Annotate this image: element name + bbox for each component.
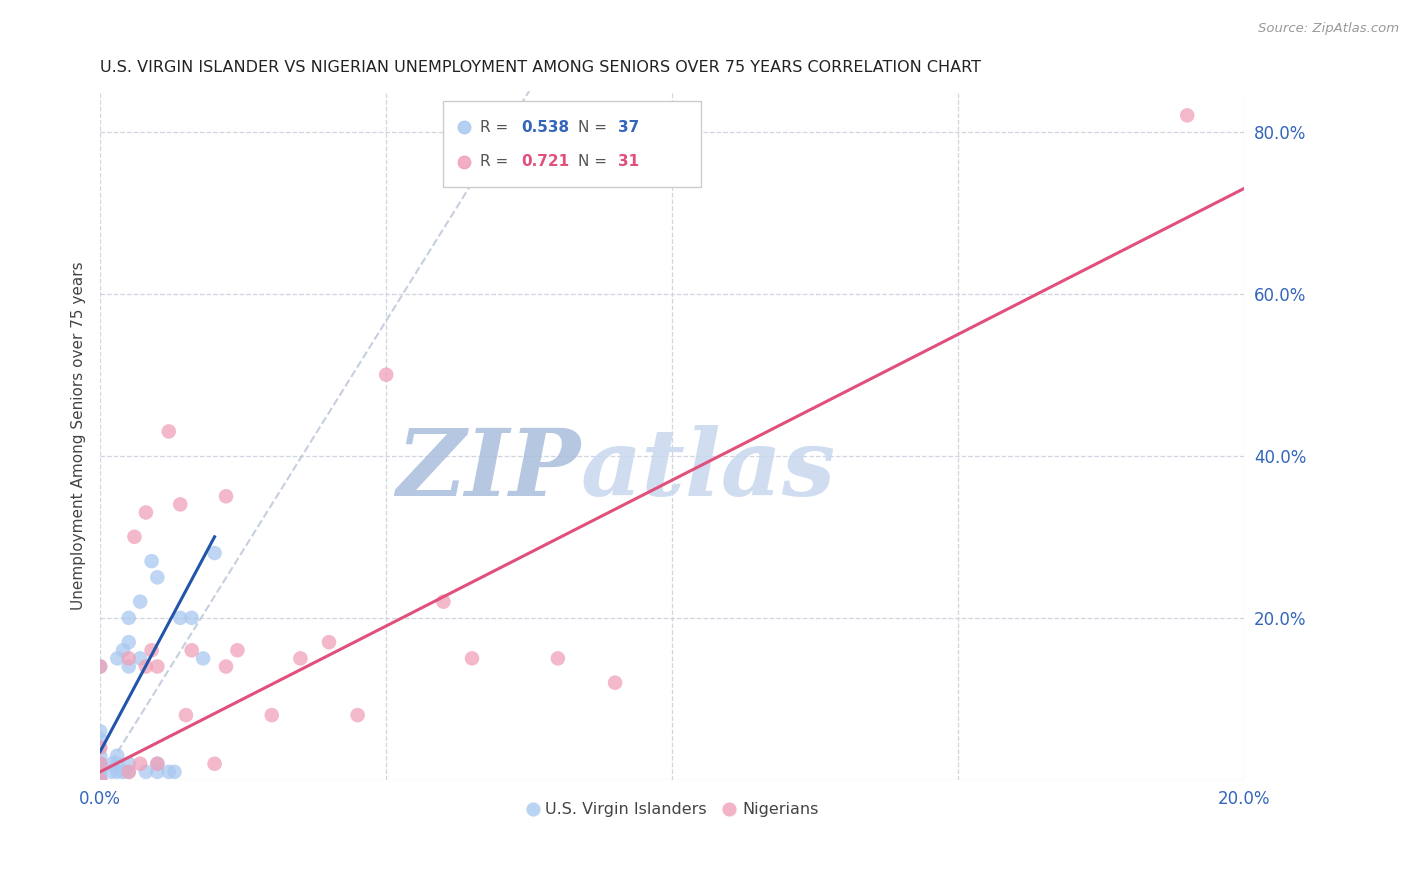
Point [89,764,111,779]
Point [100,756,122,771]
Point [141,554,163,568]
Point [89,659,111,673]
Point [89,764,111,779]
Point [432,594,454,608]
Text: ZIP: ZIP [396,425,581,515]
Point [129,756,152,771]
Point [141,643,163,657]
Text: Source: ZipAtlas.com: Source: ZipAtlas.com [1258,22,1399,36]
Point [204,546,226,560]
Point [146,570,169,584]
Point [89,772,111,787]
Text: 37: 37 [619,120,640,135]
Point [163,764,186,779]
Text: 31: 31 [619,154,640,169]
Point [89,756,111,771]
Point [118,764,141,779]
Point [105,651,128,665]
Point [146,659,169,673]
Text: N =: N = [578,120,613,135]
Point [89,756,111,771]
Point [105,764,128,779]
Point [146,756,169,771]
Point [180,643,202,657]
Point [118,651,141,665]
Point [105,748,128,763]
Point [89,772,111,787]
Point [118,756,141,771]
Text: U.S. VIRGIN ISLANDER VS NIGERIAN UNEMPLOYMENT AMONG SENIORS OVER 75 YEARS CORREL: U.S. VIRGIN ISLANDER VS NIGERIAN UNEMPLO… [100,60,981,75]
Point [124,530,146,544]
Point [260,708,283,723]
Point [118,635,141,649]
Point [290,651,312,665]
Point [375,368,398,382]
Point [129,594,152,608]
Point [89,732,111,747]
Point [204,756,226,771]
Point [174,708,197,723]
Text: 0.538: 0.538 [522,120,569,135]
Point [191,651,214,665]
Point [318,635,340,649]
Point [129,651,152,665]
Text: R =: R = [479,154,513,169]
Point [603,675,626,690]
Point [461,651,484,665]
Point [157,764,180,779]
Point [118,659,141,673]
Point [89,740,111,755]
Text: R =: R = [479,120,513,135]
Point [226,643,249,657]
Point [135,506,157,520]
Point [135,764,157,779]
Point [100,764,122,779]
Text: 0.721: 0.721 [522,154,569,169]
Point [89,772,111,787]
Point [1175,108,1198,122]
FancyBboxPatch shape [443,102,700,187]
Y-axis label: Unemployment Among Seniors over 75 years: Unemployment Among Seniors over 75 years [72,261,86,610]
Text: atlas: atlas [581,425,837,515]
Point [111,643,134,657]
Point [169,497,191,511]
Legend: U.S. Virgin Islanders, Nigerians: U.S. Virgin Islanders, Nigerians [520,796,825,823]
Point [547,651,569,665]
Point [169,611,191,625]
Point [215,489,238,503]
Text: N =: N = [578,154,613,169]
Point [89,748,111,763]
Point [89,724,111,739]
Point [118,611,141,625]
Point [118,764,141,779]
Point [105,756,128,771]
Point [89,756,111,771]
Point [146,764,169,779]
Point [346,708,368,723]
Point [89,659,111,673]
Point [215,659,238,673]
Point [89,740,111,755]
Point [146,756,169,771]
Point [180,611,202,625]
Point [135,659,157,673]
Point [111,764,134,779]
Point [157,425,180,439]
